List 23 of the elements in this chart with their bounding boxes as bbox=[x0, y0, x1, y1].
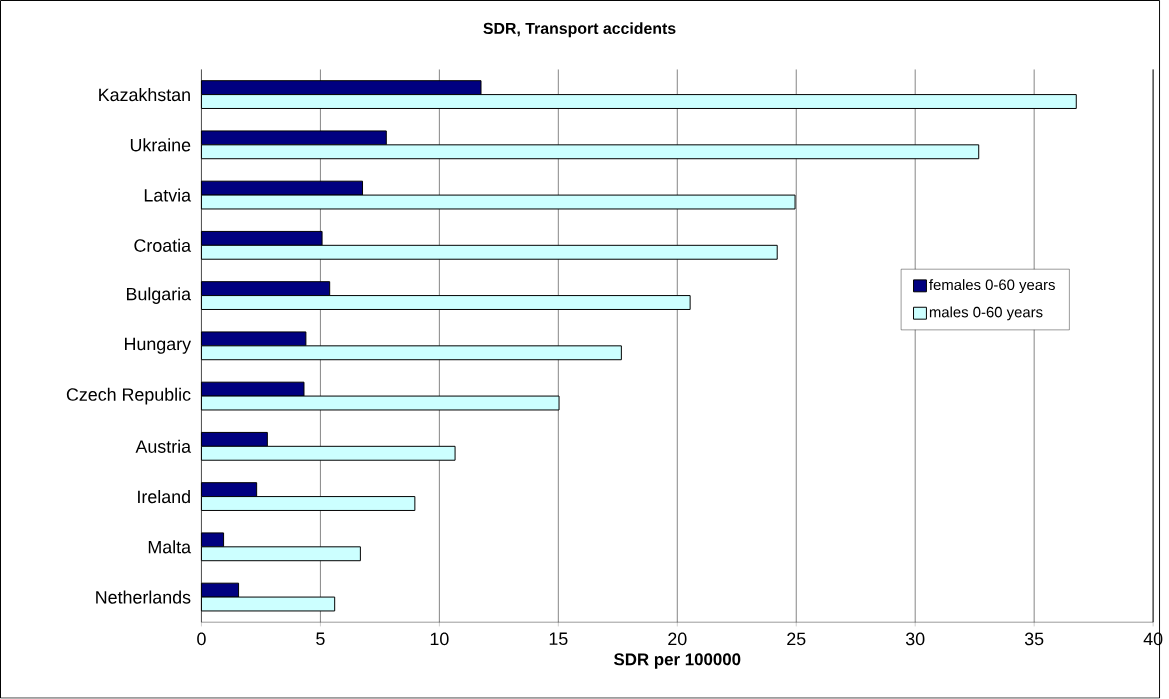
x-tick-label: 35 bbox=[1024, 632, 1044, 646]
y-tick-label: Czech Republic bbox=[66, 387, 191, 405]
x-axis-title: SDR per 100000 bbox=[614, 653, 741, 669]
x-tick-label: 15 bbox=[549, 632, 568, 646]
y-tick-label: Austria bbox=[135, 439, 192, 454]
x-tick-label: 10 bbox=[430, 632, 449, 646]
y-tick-label: Ireland bbox=[138, 490, 190, 504]
y-tick-label: Croatia bbox=[134, 238, 192, 253]
y-tick-label: Latvia bbox=[144, 188, 192, 202]
x-tick-label: 0 bbox=[197, 632, 206, 646]
y-tick-label: Bulgaria bbox=[126, 287, 192, 305]
legend-label: females 0-60 years bbox=[929, 279, 1055, 294]
x-tick-label: 30 bbox=[905, 632, 925, 646]
y-tick-label: Kazakhstan bbox=[99, 88, 190, 102]
y-tick-label: Netherlands bbox=[96, 590, 191, 604]
x-tick-label: 20 bbox=[668, 632, 687, 646]
legend-label: males 0-60 years bbox=[929, 306, 1043, 321]
x-tick-label: 5 bbox=[316, 632, 325, 646]
chart-title: SDR, Transport accidents bbox=[483, 22, 676, 38]
y-tick-label: Malta bbox=[148, 540, 192, 554]
y-tick-label: Hungary bbox=[125, 338, 192, 355]
x-tick-label: 25 bbox=[787, 632, 806, 646]
y-tick-label: Ukraine bbox=[130, 138, 191, 152]
